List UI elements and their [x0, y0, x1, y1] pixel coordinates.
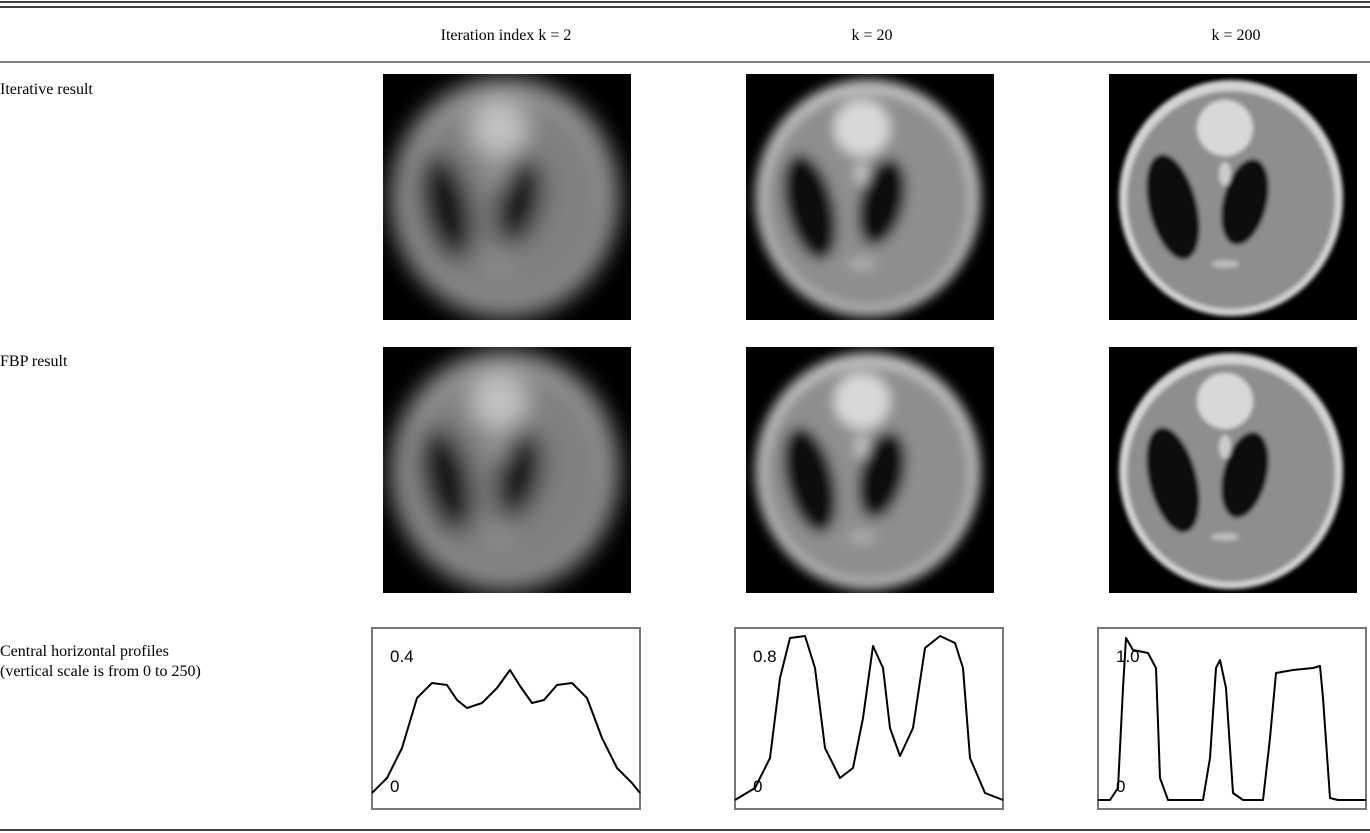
fbp-image: [1109, 347, 1357, 593]
profile-top-label: 0.4: [390, 647, 414, 666]
column-header: k = 200: [1211, 27, 1260, 44]
iterative-image: [383, 74, 631, 320]
profile-bottom-label: 0: [1116, 777, 1125, 796]
fbp-image: [746, 347, 994, 593]
profile-plot: 0.8 0: [735, 628, 1003, 809]
profile-bottom-label: 0: [753, 777, 762, 796]
column-header: Iteration index k = 2: [441, 27, 572, 44]
profile-top-label: 1.0: [1116, 647, 1140, 666]
fbp-image: [383, 347, 631, 593]
row-label: Central horizontal profiles: [0, 643, 169, 660]
row-label: (vertical scale is from 0 to 250): [0, 663, 201, 680]
iterative-image: [746, 74, 994, 320]
column-header: k = 20: [851, 27, 892, 44]
row-label: Iterative result: [0, 81, 93, 98]
profile-bottom-label: 0: [390, 777, 399, 796]
profile-plot: 0.4 0: [372, 628, 640, 809]
iterative-image: [1109, 74, 1357, 320]
row-label: FBP result: [0, 353, 68, 370]
table-page: Iteration index k = 2 k = 20 k = 200 Ite…: [0, 0, 1370, 833]
profile-top-label: 0.8: [753, 647, 777, 666]
profile-plot: 1.0 0: [1098, 628, 1366, 809]
